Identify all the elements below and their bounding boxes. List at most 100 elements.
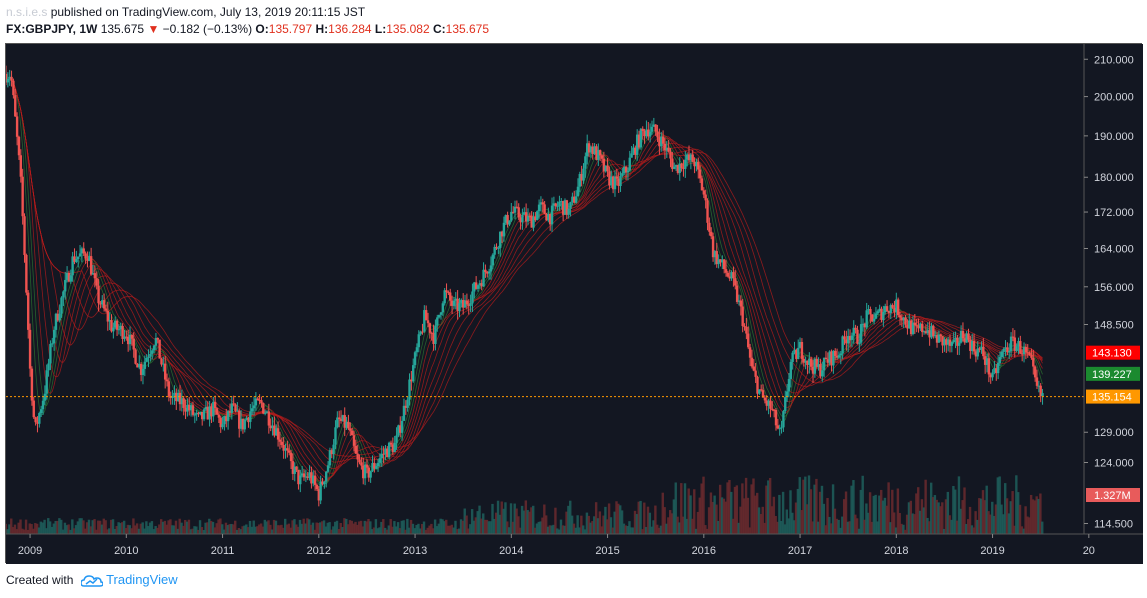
candle-body <box>449 292 452 301</box>
candle-body <box>602 158 606 172</box>
candle-body <box>987 358 991 375</box>
candle-body <box>358 459 361 463</box>
volume-bar <box>1000 504 1003 534</box>
candle-body <box>86 258 89 261</box>
y-tick-label: 114.500 <box>1094 519 1133 531</box>
candle-body <box>719 259 722 263</box>
candle-body <box>447 292 450 294</box>
candle-body <box>919 323 922 329</box>
candle-body <box>748 347 752 358</box>
volume-bar <box>517 516 520 534</box>
volume-bar <box>158 524 161 534</box>
candle-body <box>691 154 694 162</box>
volume-bar <box>824 525 827 534</box>
candle-body <box>321 481 324 485</box>
volume-bar <box>631 527 635 534</box>
volume-bar <box>594 502 598 534</box>
candle-body <box>950 342 954 346</box>
candle-body <box>482 269 485 287</box>
volume-bar <box>987 511 990 534</box>
volume-bar <box>937 502 940 534</box>
volume-bar <box>296 526 300 534</box>
price-chart[interactable]: 210.000 200.000 190.000 180.000 172.000 164.0… <box>6 44 1143 564</box>
volume-bar <box>119 523 122 534</box>
candle-body <box>598 150 602 156</box>
volume-bar <box>259 523 263 534</box>
volume-bar <box>787 518 790 534</box>
volume-bar <box>335 520 339 534</box>
volume-bar <box>191 528 194 534</box>
volume-bar <box>1029 494 1033 534</box>
candle-body <box>697 162 700 170</box>
candle-body <box>332 444 335 455</box>
volume-bar <box>232 524 235 534</box>
candle-body <box>882 312 885 321</box>
volume-bar <box>994 504 998 534</box>
volume-bar <box>387 525 391 534</box>
volume-bar <box>258 524 261 534</box>
candle-body <box>34 417 37 423</box>
candle-body <box>188 404 191 411</box>
x-tick-label: 2015 <box>595 545 619 557</box>
candle-body <box>349 428 352 431</box>
volume-bar <box>718 484 722 534</box>
candle-body <box>97 285 100 304</box>
candle-body <box>343 415 346 428</box>
tradingview-brand[interactable]: TradingView <box>106 572 178 587</box>
candle-body <box>830 351 833 366</box>
volume-bar <box>752 478 755 534</box>
volume-bar <box>624 525 627 534</box>
candle-body <box>695 162 698 167</box>
candle-body <box>785 391 789 398</box>
candle-body <box>17 136 21 156</box>
candle-body <box>502 222 506 237</box>
volume-bar <box>85 522 89 534</box>
candle-body <box>791 352 794 362</box>
candle-body <box>613 176 617 190</box>
candle-body <box>317 489 321 501</box>
candle-body <box>138 363 141 368</box>
candle-body <box>1009 336 1013 352</box>
volume-bar <box>557 529 561 534</box>
volume-bar <box>71 519 74 534</box>
candle-body <box>1028 352 1031 356</box>
volume-bar <box>965 523 968 534</box>
candle-body <box>674 165 678 167</box>
candle-body <box>747 333 750 348</box>
candle-body <box>167 381 171 397</box>
down-arrow-icon: ▼ <box>147 22 160 36</box>
volume-label-text: 1.327M <box>1094 490 1131 502</box>
candle-body <box>180 398 184 405</box>
volume-bar <box>84 528 87 534</box>
volume-bar <box>446 525 450 534</box>
candle-body <box>845 339 848 344</box>
candle-body <box>443 290 446 304</box>
volume-bar <box>285 524 289 534</box>
candle-body <box>587 143 591 153</box>
volume-bar <box>515 508 518 534</box>
volume-bar <box>687 488 690 534</box>
candle-body <box>996 362 1000 374</box>
volume-bar <box>791 512 794 534</box>
volume-bar <box>780 520 783 534</box>
candle-body <box>545 213 548 221</box>
x-tick-label: 2018 <box>884 545 908 557</box>
candle-body <box>363 464 367 479</box>
volume-bar <box>952 485 955 534</box>
candle-body <box>334 427 337 445</box>
volume-bar <box>1041 521 1044 534</box>
candle-body <box>291 461 295 474</box>
volume-bar <box>89 526 93 534</box>
volume-bar <box>804 476 807 534</box>
candle-body <box>885 306 889 311</box>
volume-bar <box>891 489 894 534</box>
candle-body <box>952 339 955 343</box>
volume-bar <box>128 525 131 534</box>
candle-body <box>6 73 8 83</box>
candle-body <box>865 310 868 328</box>
volume-bar <box>811 521 814 534</box>
volume-bar <box>750 484 753 534</box>
chart-panel[interactable]: 210.000 200.000 190.000 180.000 172.000 164.0… <box>5 43 1143 564</box>
volume-bar <box>135 523 139 534</box>
x-tick-label: 2009 <box>18 545 42 557</box>
